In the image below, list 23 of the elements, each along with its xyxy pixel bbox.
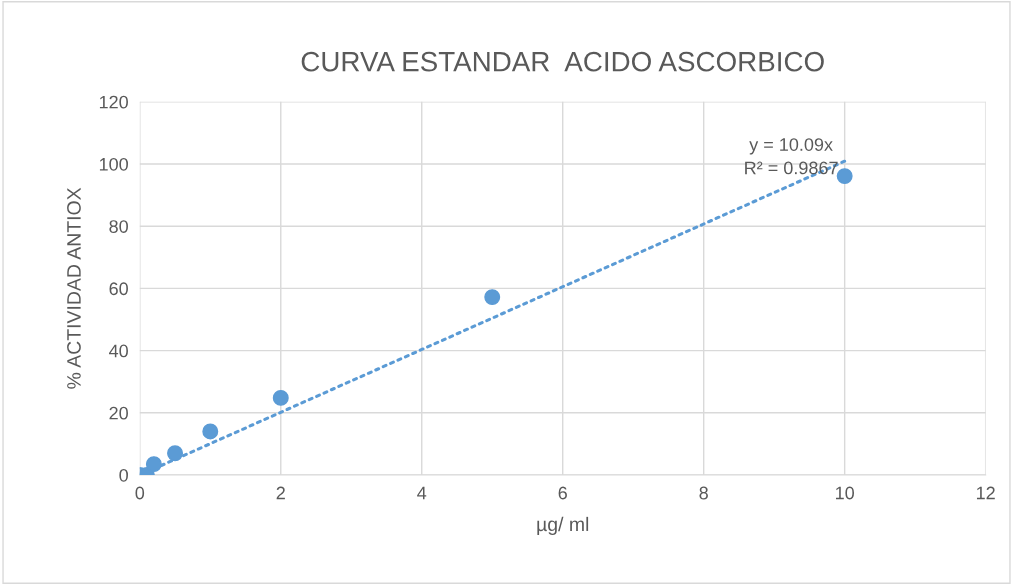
y-axis-title: % ACTIVIDAD ANTIOX (67, 187, 81, 389)
x-tick-label: 6 (558, 486, 567, 500)
x-tick-label: 2 (276, 486, 285, 500)
y-tick-label: 100 (99, 157, 128, 171)
y-tick-label: 20 (109, 406, 128, 420)
y-tick-label: 120 (99, 95, 128, 109)
x-tick-label: 10 (836, 486, 855, 500)
chart-title: CURVA ESTANDAR ACIDO ASCORBICO (301, 51, 824, 72)
y-tick-label: 60 (109, 282, 128, 296)
point (836, 168, 853, 185)
point (167, 445, 184, 462)
x-tick-label: 0 (135, 486, 145, 500)
point (272, 389, 289, 406)
y-tick-label: 0 (119, 468, 128, 482)
x-tick-label: 8 (699, 486, 708, 500)
point (484, 289, 501, 306)
point (145, 456, 162, 473)
x-axis-title: µg/ ml (537, 516, 589, 535)
point (202, 423, 219, 440)
x-tick-label: 4 (417, 486, 427, 500)
x-tick-label: 12 (976, 486, 995, 500)
y-tick-label: 40 (109, 344, 128, 358)
y-tick-label: 80 (109, 220, 128, 233)
